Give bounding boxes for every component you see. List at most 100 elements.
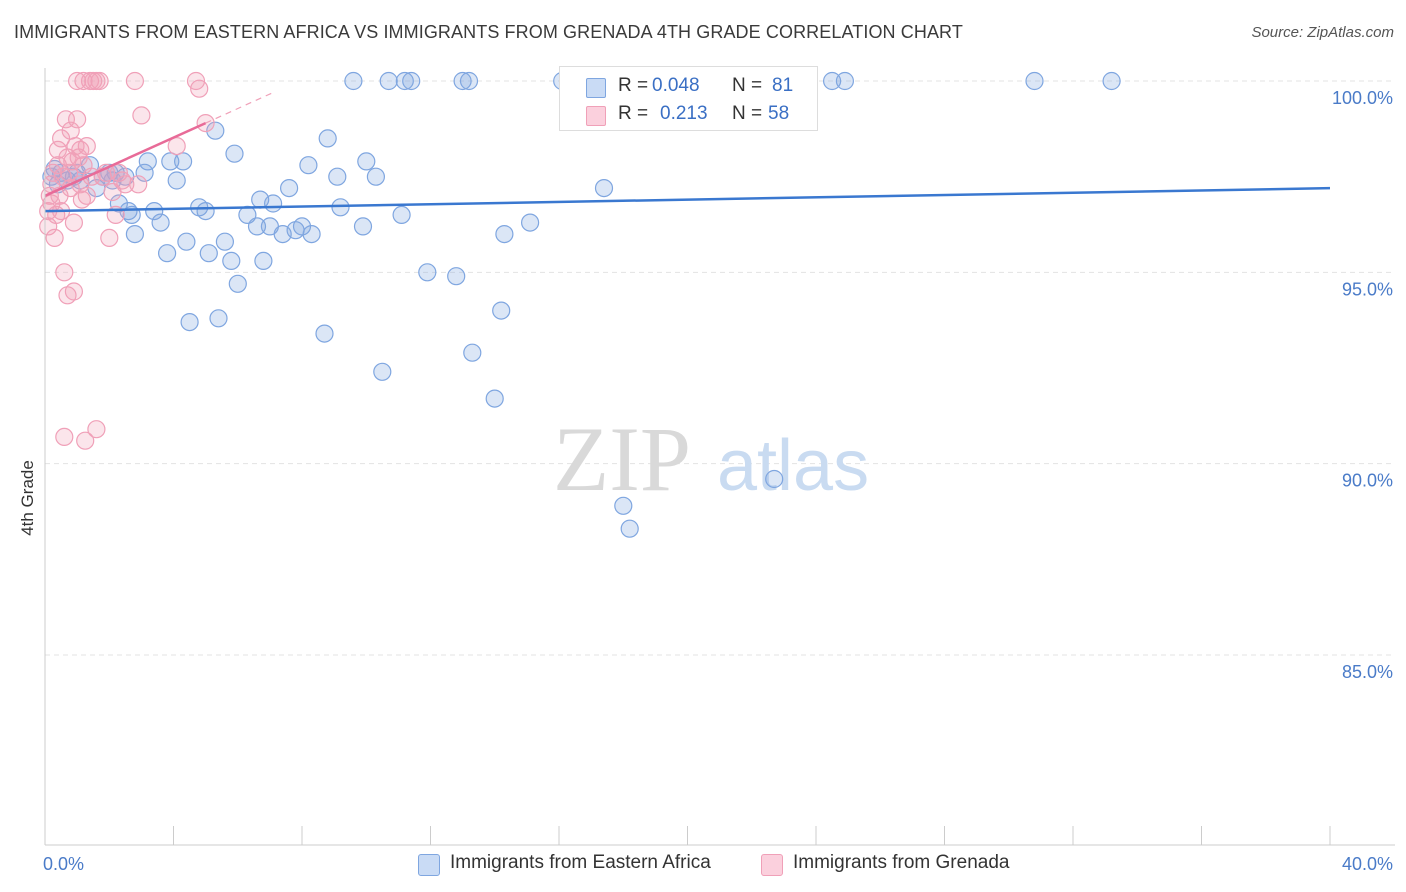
data-point (196, 202, 215, 221)
x-tick-label: 40.0% (1342, 854, 1393, 874)
data-point (158, 244, 177, 263)
y-tick-label: 100.0% (1332, 88, 1393, 108)
data-point (151, 213, 170, 232)
y-tick-label: 95.0% (1342, 279, 1393, 299)
gridlines (45, 80, 1395, 656)
data-point (125, 71, 144, 91)
data-point (64, 213, 84, 232)
data-point (357, 152, 376, 171)
data-point (344, 71, 363, 91)
data-point (379, 71, 398, 91)
data-point (100, 228, 119, 247)
legend-n-label: N = (732, 103, 763, 124)
data-point (328, 167, 347, 186)
data-point (447, 267, 466, 286)
data-point (67, 110, 87, 129)
data-point (366, 167, 385, 186)
data-point (225, 144, 244, 163)
chart-source: Source: ZipAtlas.com (1251, 24, 1394, 41)
data-point (45, 228, 64, 247)
data-point (392, 205, 411, 224)
data-point (132, 106, 151, 125)
data-point (116, 175, 135, 194)
data-point (765, 469, 784, 489)
data-point (520, 213, 540, 232)
data-point (55, 263, 74, 282)
data-point (594, 179, 614, 198)
bottom-legend-eastern-africa: Immigrants from Eastern Africa (418, 852, 748, 876)
data-point (453, 71, 472, 91)
data-point (492, 301, 511, 320)
data-point (51, 129, 71, 148)
data-point (125, 225, 144, 244)
legend-n-value: 81 (772, 75, 794, 96)
data-point (199, 244, 218, 263)
data-point (77, 137, 96, 156)
data-point (138, 152, 157, 171)
legend-n-label: N = (732, 75, 763, 96)
trend-line-eastern-africa (44, 186, 1331, 213)
legend-swatch-pink (586, 106, 606, 126)
trend-lines (44, 92, 1331, 213)
data-point (64, 282, 84, 301)
data-point (167, 171, 186, 190)
y-tick-label: 90.0% (1342, 471, 1393, 491)
data-point (190, 79, 209, 98)
data-point (402, 71, 421, 91)
y-tick-label: 85.0% (1342, 662, 1393, 682)
trend-line-grenada-extension (205, 92, 274, 124)
data-point (59, 163, 79, 182)
data-point (206, 121, 225, 140)
x-tick-labels: 0.0% 40.0% (43, 854, 1393, 874)
data-point (495, 225, 514, 244)
chart-title: IMMIGRANTS FROM EASTERN AFRICA VS IMMIGR… (14, 22, 963, 42)
data-point (280, 179, 299, 198)
data-point (292, 217, 312, 236)
data-point (129, 175, 148, 194)
data-point (315, 324, 334, 343)
data-point (318, 129, 337, 148)
data-point (254, 251, 273, 270)
data-point (135, 163, 154, 182)
data-point (302, 225, 321, 244)
data-point (1025, 71, 1044, 91)
data-point (87, 420, 106, 439)
data-point (620, 519, 639, 538)
data-point (215, 232, 234, 251)
bottom-legend-swatch-pink (761, 854, 783, 876)
legend-r-value: 0.213 (660, 103, 708, 124)
y-tick-labels: 100.0% 95.0% 90.0% 85.0% (1332, 88, 1393, 682)
data-point (77, 186, 96, 205)
data-point (90, 71, 109, 91)
trend-line-grenada (44, 121, 207, 197)
legend-r-value: 0.048 (652, 75, 700, 96)
data-point (264, 194, 283, 213)
data-point (353, 217, 373, 236)
data-point (822, 71, 842, 91)
data-point (167, 137, 186, 156)
data-point (247, 217, 267, 236)
data-point (174, 152, 193, 171)
legend-swatch-blue (586, 78, 606, 98)
data-point (418, 263, 437, 282)
legend-r-label: R = (618, 75, 649, 96)
series-grenada (39, 71, 215, 450)
data-point (76, 431, 95, 450)
data-point (331, 198, 350, 217)
watermark-zip: ZIP (553, 408, 691, 510)
legend-r-label: R = (618, 103, 649, 124)
axes (44, 68, 1395, 846)
watermark-atlas: atlas (717, 426, 869, 506)
data-point (48, 140, 68, 159)
bottom-legend-label: Immigrants from Eastern Africa (450, 852, 711, 873)
data-point (463, 343, 482, 362)
stats-legend: R = 0.048 N = 81 R = 0.213 N = 58 (559, 66, 818, 131)
data-point (1102, 71, 1121, 91)
y-axis-label: 4th Grade (18, 460, 37, 536)
data-point (209, 309, 228, 328)
data-point (74, 71, 93, 91)
data-point (614, 496, 633, 515)
data-point (373, 362, 392, 381)
data-point (145, 202, 164, 221)
